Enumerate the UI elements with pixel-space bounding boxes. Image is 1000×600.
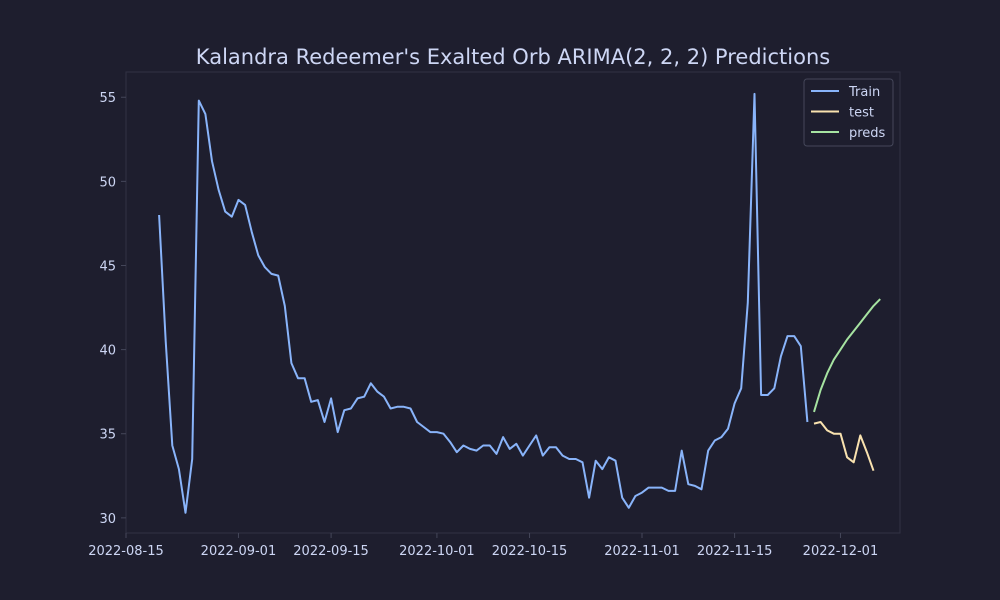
y-tick-label: 50 bbox=[99, 175, 116, 190]
y-tick-label: 30 bbox=[99, 512, 116, 527]
legend-label-preds: preds bbox=[849, 126, 886, 141]
y-tick-label: 55 bbox=[99, 91, 116, 106]
x-tick-label: 2022-10-15 bbox=[492, 544, 568, 559]
x-tick-label: 2022-08-15 bbox=[88, 544, 164, 559]
y-tick-label: 35 bbox=[99, 428, 116, 443]
series-line-preds bbox=[813, 298, 881, 413]
y-tick-label: 40 bbox=[99, 344, 116, 359]
legend-label-test: test bbox=[849, 106, 874, 121]
legend-box bbox=[803, 78, 894, 147]
y-tick-label: 45 bbox=[99, 259, 116, 274]
plot-area-frame bbox=[125, 71, 901, 534]
chart-title: Kalandra Redeemer's Exalted Orb ARIMA(2,… bbox=[196, 45, 830, 69]
series-group bbox=[158, 92, 881, 514]
x-tick-label: 2022-09-01 bbox=[201, 544, 277, 559]
x-tick-label: 2022-11-15 bbox=[697, 544, 773, 559]
x-tick-label: 2022-09-15 bbox=[293, 544, 369, 559]
y-axis: 30 35 40 45 50 55 bbox=[99, 91, 126, 527]
series-line-train bbox=[158, 92, 809, 514]
legend-label-train: Train bbox=[848, 85, 880, 100]
x-tick-label: 2022-11-01 bbox=[604, 544, 680, 559]
x-tick-label: 2022-12-01 bbox=[803, 544, 879, 559]
x-tick-label: 2022-10-01 bbox=[399, 544, 475, 559]
x-axis: 2022-08-15 2022-09-01 2022-09-15 2022-10-01… bbox=[88, 533, 878, 559]
legend: Train test preds bbox=[803, 78, 894, 147]
series-line-test bbox=[813, 421, 875, 472]
